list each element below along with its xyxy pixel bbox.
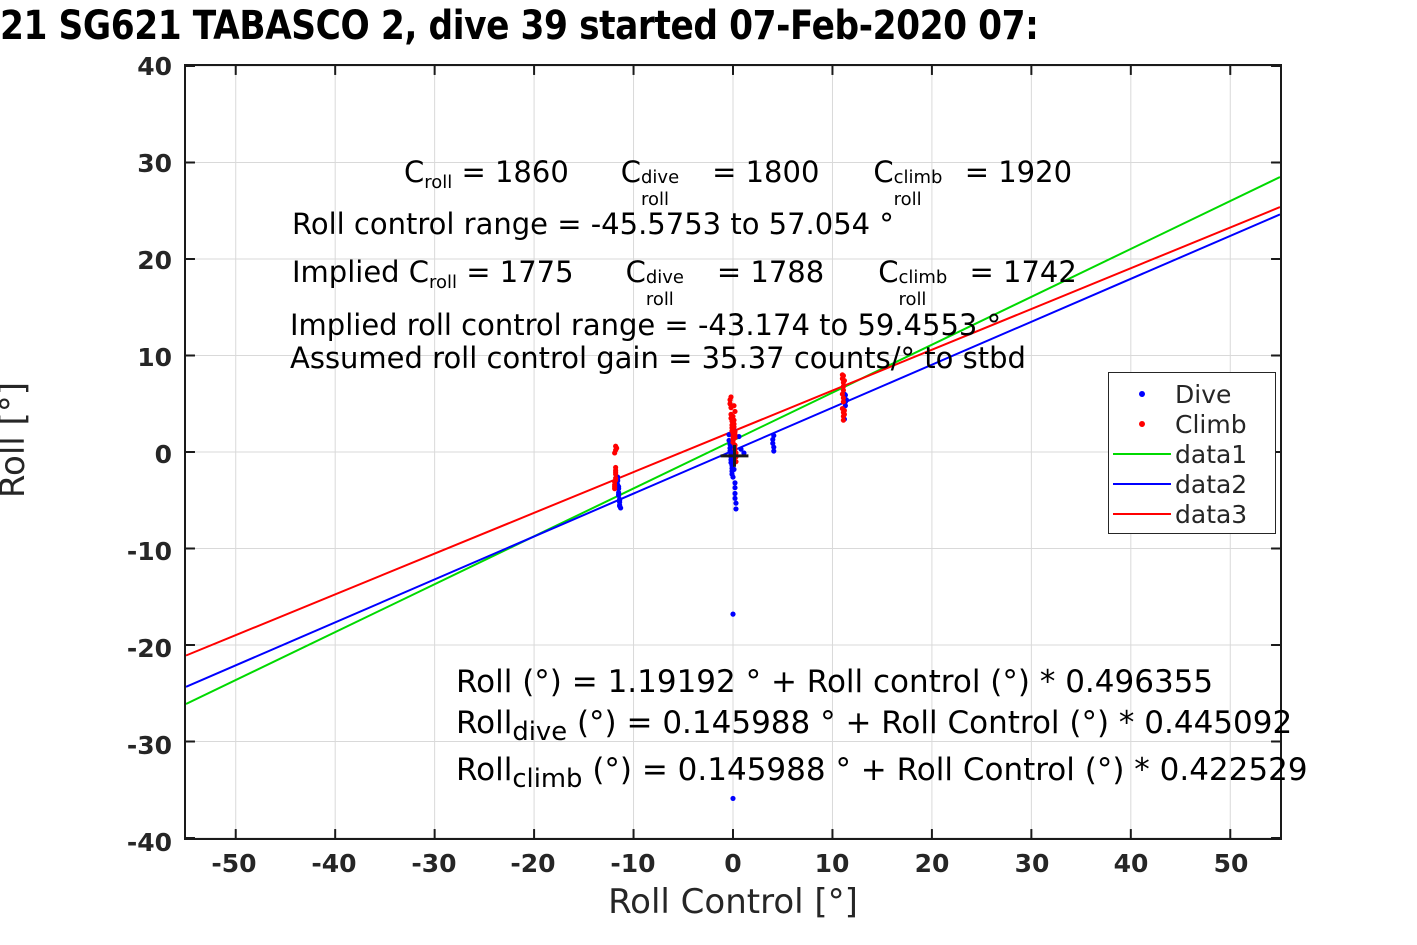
legend-item-data1[interactable]: data1 xyxy=(1109,439,1275,469)
c-roll-symbol: C xyxy=(404,155,425,189)
x-tick-label: 50 xyxy=(1213,849,1249,878)
legend-label: data2 xyxy=(1175,469,1248,499)
y-tick-label: -30 xyxy=(126,731,172,760)
eq-dive-tail: (°) = 0.145988 ° + Roll Control (°) * 0.… xyxy=(576,705,1293,741)
x-tick-label: 0 xyxy=(724,849,742,878)
y-tick-label: 0 xyxy=(154,440,172,469)
eq-dive-subscript: dive xyxy=(512,717,568,748)
legend-label: data1 xyxy=(1175,439,1248,469)
implied-c-climb-value: = 1742 xyxy=(969,255,1077,289)
x-tick-label: 10 xyxy=(814,849,850,878)
legend-label: Climb xyxy=(1175,409,1247,439)
y-tick-label: -20 xyxy=(126,634,172,663)
equation-roll-all: Roll (°) = 1.19192 ° + Roll control (°) … xyxy=(456,664,1214,700)
c-dive-symbol: C xyxy=(620,155,642,189)
eq-climb-subscript: climb xyxy=(512,764,583,795)
y-axis-label: Roll [°] xyxy=(0,381,33,499)
c-climb-symbol: C xyxy=(873,155,894,189)
legend-item-dive[interactable]: Dive xyxy=(1109,379,1275,409)
x-tick-label: -20 xyxy=(510,849,556,878)
legend-marker-climb-icon xyxy=(1109,421,1175,427)
legend-marker-data1-icon xyxy=(1109,453,1175,455)
x-tick-label: -30 xyxy=(411,849,457,878)
equation-roll-dive: Rolldive (°) = 0.145988 ° + Roll Control… xyxy=(456,708,1292,746)
y-tick-label: 10 xyxy=(137,343,172,372)
implied-c-roll-prefix: Implied C xyxy=(292,255,430,289)
y-tick-label: -10 xyxy=(126,537,172,566)
x-tick-label: -10 xyxy=(610,849,656,878)
implied-c-climb-symbol: C xyxy=(878,255,899,289)
implied-c-roll-subscript: roll xyxy=(429,272,458,294)
eq-climb-tail: (°) = 0.145988 ° + Roll Control (°) * 0.… xyxy=(592,752,1308,788)
eq-climb-head: Roll xyxy=(456,752,513,788)
y-tick-label: 40 xyxy=(137,52,172,81)
legend-item-climb[interactable]: Climb xyxy=(1109,409,1275,439)
legend[interactable]: Dive Climb data1 data2 data3 xyxy=(1108,372,1276,534)
c-roll-value: = 1860 xyxy=(461,155,569,189)
y-tick-label: 20 xyxy=(137,246,172,275)
x-tick-label: 40 xyxy=(1113,849,1149,878)
implied-c-dive-symbol: C xyxy=(625,255,646,289)
eq-dive-head: Roll xyxy=(456,705,513,741)
y-tick-label: -40 xyxy=(126,828,172,857)
figure-title: 21 SG621 TABASCO 2, dive 39 started 07-F… xyxy=(0,3,1039,49)
annotation-roll-control-range: Roll control range = -45.5753 to 57.054 … xyxy=(292,207,894,241)
implied-c-roll-value: = 1775 xyxy=(466,255,574,289)
x-tick-label: 30 xyxy=(1014,849,1050,878)
legend-marker-dive-icon xyxy=(1109,391,1175,397)
annotation-assumed-gain: Assumed roll control gain = 35.37 counts… xyxy=(290,341,1026,375)
legend-label: Dive xyxy=(1175,379,1232,409)
equation-roll-climb: Rollclimb (°) = 0.145988 ° + Roll Contro… xyxy=(456,755,1308,793)
legend-marker-data3-icon xyxy=(1109,513,1175,515)
legend-item-data2[interactable]: data2 xyxy=(1109,469,1275,499)
c-climb-value: = 1920 xyxy=(964,155,1073,189)
legend-item-data3[interactable]: data3 xyxy=(1109,499,1275,529)
c-dive-value: = 1800 xyxy=(712,155,820,189)
y-tick-label: 30 xyxy=(137,149,172,178)
c-roll-subscript: roll xyxy=(424,172,453,194)
plot-axes xyxy=(184,64,1282,840)
implied-c-dive-value: = 1788 xyxy=(716,255,825,289)
x-tick-label: 20 xyxy=(914,849,950,878)
legend-marker-data2-icon xyxy=(1109,483,1175,485)
x-axis-label: Roll Control [°] xyxy=(608,882,858,922)
legend-label: data3 xyxy=(1175,499,1248,529)
x-tick-label: -50 xyxy=(211,849,257,878)
annotation-implied-range: Implied roll control range = -43.174 to … xyxy=(290,308,1002,342)
x-tick-label: -40 xyxy=(311,849,357,878)
